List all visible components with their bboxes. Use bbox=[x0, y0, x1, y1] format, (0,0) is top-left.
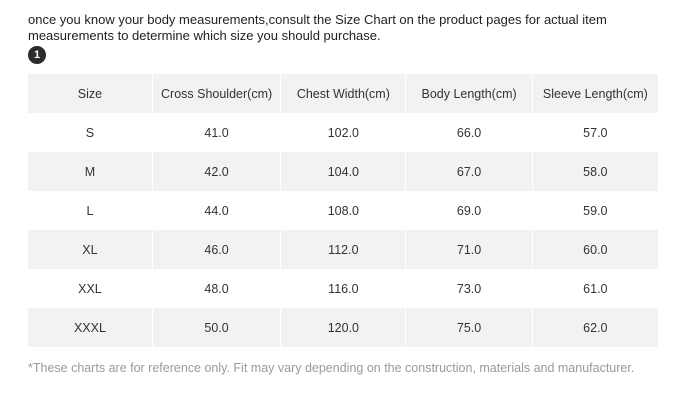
cell-sleeve-length: 57.0 bbox=[532, 113, 658, 152]
cell-sleeve-length: 58.0 bbox=[532, 152, 658, 191]
cell-body-length: 66.0 bbox=[406, 113, 533, 152]
cell-cross-shoulder: 42.0 bbox=[152, 152, 282, 191]
cell-body-length: 67.0 bbox=[406, 152, 533, 191]
cell-size: M bbox=[28, 152, 153, 191]
cell-body-length: 69.0 bbox=[406, 191, 533, 230]
header-sleeve-length: Sleeve Length(cm) bbox=[532, 74, 658, 113]
table-header-row: Size Cross Shoulder(cm) Chest Width(cm) … bbox=[28, 74, 658, 113]
intro-text: once you know your body measurements,con… bbox=[28, 12, 607, 43]
table-row: L 44.0 108.0 69.0 59.0 bbox=[28, 191, 658, 230]
cell-chest-width: 116.0 bbox=[281, 269, 407, 308]
step-number-badge: 1 bbox=[28, 46, 46, 64]
cell-chest-width: 108.0 bbox=[281, 191, 407, 230]
cell-sleeve-length: 60.0 bbox=[532, 230, 658, 269]
cell-size: L bbox=[28, 191, 153, 230]
cell-size: XL bbox=[28, 230, 153, 269]
cell-size: XXL bbox=[28, 269, 153, 308]
cell-cross-shoulder: 44.0 bbox=[152, 191, 282, 230]
header-chest-width: Chest Width(cm) bbox=[281, 74, 407, 113]
cell-cross-shoulder: 48.0 bbox=[152, 269, 282, 308]
cell-chest-width: 104.0 bbox=[281, 152, 407, 191]
table-row: S 41.0 102.0 66.0 57.0 bbox=[28, 113, 658, 152]
cell-body-length: 75.0 bbox=[406, 308, 533, 347]
cell-sleeve-length: 59.0 bbox=[532, 191, 658, 230]
cell-cross-shoulder: 41.0 bbox=[152, 113, 282, 152]
cell-size: S bbox=[28, 113, 153, 152]
header-body-length: Body Length(cm) bbox=[406, 74, 533, 113]
size-chart-table: Size Cross Shoulder(cm) Chest Width(cm) … bbox=[28, 74, 658, 347]
table-row: XXXL 50.0 120.0 75.0 62.0 bbox=[28, 308, 658, 347]
table-row: XXL 48.0 116.0 73.0 61.0 bbox=[28, 269, 658, 308]
cell-body-length: 71.0 bbox=[406, 230, 533, 269]
header-cross-shoulder: Cross Shoulder(cm) bbox=[152, 74, 282, 113]
reference-footnote: *These charts are for reference only. Fi… bbox=[28, 361, 635, 375]
table-row: M 42.0 104.0 67.0 58.0 bbox=[28, 152, 658, 191]
cell-sleeve-length: 62.0 bbox=[532, 308, 658, 347]
header-size: Size bbox=[28, 74, 153, 113]
cell-chest-width: 120.0 bbox=[281, 308, 407, 347]
cell-cross-shoulder: 46.0 bbox=[152, 230, 282, 269]
cell-body-length: 73.0 bbox=[406, 269, 533, 308]
cell-sleeve-length: 61.0 bbox=[532, 269, 658, 308]
cell-chest-width: 102.0 bbox=[281, 113, 407, 152]
cell-chest-width: 112.0 bbox=[281, 230, 407, 269]
table-row: XL 46.0 112.0 71.0 60.0 bbox=[28, 230, 658, 269]
cell-cross-shoulder: 50.0 bbox=[152, 308, 282, 347]
cell-size: XXXL bbox=[28, 308, 153, 347]
